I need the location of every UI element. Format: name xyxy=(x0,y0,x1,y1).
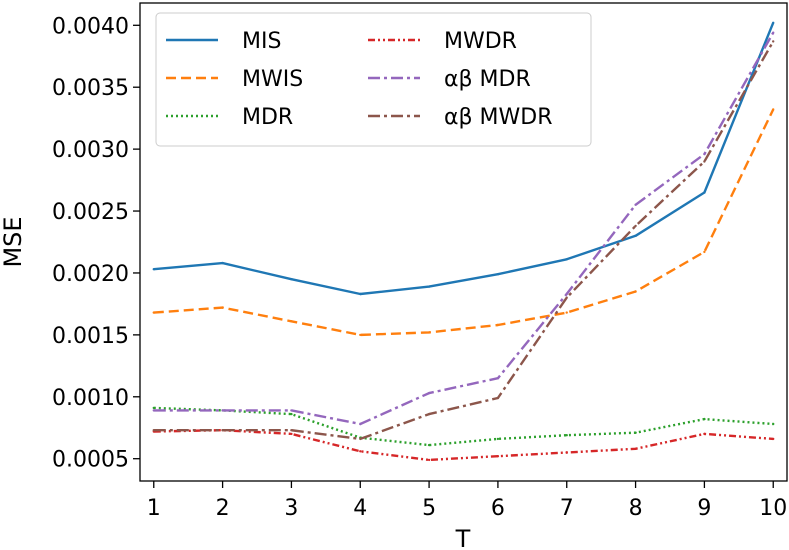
data-point-0-6 xyxy=(565,258,568,261)
data-point-2-2 xyxy=(290,412,293,416)
series-line-4 xyxy=(153,32,775,426)
data-point-4-7 xyxy=(634,203,637,206)
x-tick-label: 9 xyxy=(697,496,711,521)
data-point-0-4 xyxy=(427,285,431,288)
data-point-0-7 xyxy=(634,234,637,237)
x-tick-label: 10 xyxy=(759,496,787,521)
data-point-4-8 xyxy=(703,152,706,156)
data-point-5-1 xyxy=(221,429,224,432)
x-axis-ticks: 1 2 3 4 5 6 7 8 9 10 xyxy=(147,481,787,521)
series-line-1 xyxy=(153,108,775,337)
data-point-2-9 xyxy=(772,422,775,426)
x-tick-label: 8 xyxy=(629,496,643,521)
legend: MIS MWIS MDR MWDR αβ MDR αβ MWDR xyxy=(155,12,592,147)
data-point-5-3 xyxy=(359,437,362,441)
x-tick-label: 4 xyxy=(353,496,367,521)
data-point-3-3 xyxy=(359,450,362,453)
data-point-1-6 xyxy=(565,311,568,314)
data-point-5-0 xyxy=(152,429,155,432)
data-point-4-1 xyxy=(221,409,224,412)
data-point-5-7 xyxy=(634,224,637,228)
legend-box xyxy=(155,12,592,147)
data-point-4-4 xyxy=(427,391,431,395)
data-point-5-9 xyxy=(772,40,775,43)
legend-label-5: αβ MWDR xyxy=(444,105,553,130)
series-line-2 xyxy=(153,406,774,447)
y-axis-ticks: 0.0005 0.0010 0.0015 0.0020 0.0025 0.0030 0.00… xyxy=(52,14,140,473)
data-point-5-4 xyxy=(427,412,431,416)
data-point-1-2 xyxy=(290,320,293,323)
plot-frame xyxy=(139,2,788,482)
data-point-2-5 xyxy=(496,437,500,441)
data-point-1-5 xyxy=(496,323,500,327)
y-tick-label: 0.0010 xyxy=(52,386,129,411)
data-point-0-3 xyxy=(359,292,362,296)
legend-label-1: MWIS xyxy=(242,67,303,92)
data-point-3-5 xyxy=(496,455,500,458)
x-tick-label: 6 xyxy=(491,496,505,521)
legend-label-2: MDR xyxy=(242,105,293,130)
data-point-4-0 xyxy=(152,409,155,412)
data-point-1-7 xyxy=(634,290,637,293)
data-point-3-4 xyxy=(427,458,431,462)
data-point-0-2 xyxy=(290,278,293,281)
data-point-1-1 xyxy=(221,306,224,309)
x-axis-label: T xyxy=(455,525,471,550)
data-point-4-9 xyxy=(772,31,775,34)
data-point-4-5 xyxy=(496,377,500,380)
data-point-5-5 xyxy=(496,396,500,400)
data-point-5-8 xyxy=(703,160,706,163)
y-tick-label: 0.0005 xyxy=(52,448,129,473)
data-point-1-9 xyxy=(772,108,775,111)
y-tick-label: 0.0020 xyxy=(52,262,129,287)
data-point-3-9 xyxy=(772,437,775,441)
data-point-3-2 xyxy=(290,432,293,436)
data-point-0-9 xyxy=(772,21,775,24)
data-point-2-7 xyxy=(634,431,637,434)
data-point-0-1 xyxy=(221,261,224,265)
legend-label-4: αβ MDR xyxy=(444,67,531,92)
data-point-3-6 xyxy=(565,451,568,454)
data-point-0-8 xyxy=(703,191,706,194)
data-point-2-4 xyxy=(427,443,431,447)
data-point-5-2 xyxy=(290,429,293,432)
x-tick-label: 1 xyxy=(147,496,161,521)
data-point-2-6 xyxy=(565,434,568,437)
y-axis-label: MSE xyxy=(0,216,27,267)
y-tick-label: 0.0030 xyxy=(52,138,129,163)
data-point-2-0 xyxy=(152,406,155,410)
data-point-4-2 xyxy=(290,409,293,412)
data-point-4-3 xyxy=(359,422,362,426)
x-tick-label: 3 xyxy=(284,496,298,521)
y-tick-label: 0.0015 xyxy=(52,324,129,349)
y-tick-label: 0.0040 xyxy=(52,14,129,39)
data-point-0-0 xyxy=(152,268,155,271)
series-line-0 xyxy=(153,22,775,296)
series-line-5 xyxy=(153,40,775,441)
y-tick-label: 0.0025 xyxy=(52,200,129,225)
legend-label-3: MWDR xyxy=(444,29,517,54)
x-tick-label: 2 xyxy=(216,496,230,521)
legend-label-0: MIS xyxy=(242,29,281,54)
y-tick-label: 0.0035 xyxy=(52,76,129,101)
x-tick-label: 5 xyxy=(422,496,436,521)
data-point-3-7 xyxy=(634,447,637,450)
data-point-2-8 xyxy=(703,417,706,421)
x-tick-label: 7 xyxy=(560,496,574,521)
data-point-1-8 xyxy=(703,250,706,254)
data-point-1-0 xyxy=(152,311,155,314)
data-point-3-8 xyxy=(703,432,706,436)
data-point-5-6 xyxy=(565,296,568,299)
data-point-4-6 xyxy=(565,292,568,296)
data-point-1-4 xyxy=(427,331,431,334)
data-point-0-5 xyxy=(496,273,500,276)
series-line-3 xyxy=(153,429,774,462)
data-point-1-3 xyxy=(359,333,362,337)
series-layer xyxy=(152,21,775,462)
